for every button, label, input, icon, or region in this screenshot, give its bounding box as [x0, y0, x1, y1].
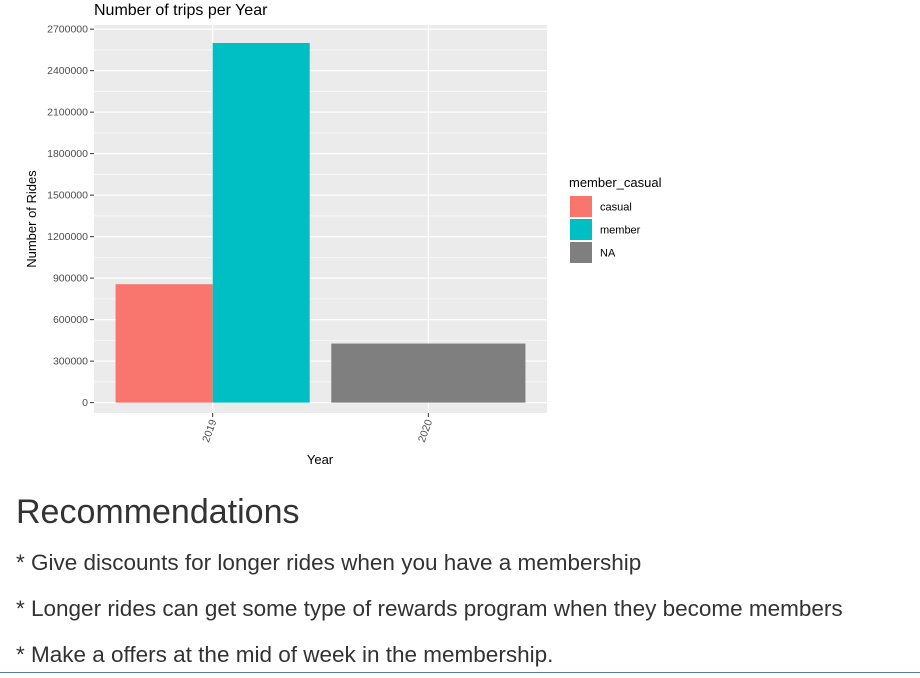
y-tick-label: 600000 — [53, 314, 88, 326]
y-tick-label: 1200000 — [47, 231, 88, 243]
bars — [115, 42, 526, 403]
y-tick-label: 2100000 — [47, 107, 88, 119]
recommendation-item: * Give discounts for longer rides when y… — [16, 550, 642, 575]
bar-casual-2019 — [115, 284, 213, 403]
legend-label-member: member — [600, 225, 641, 237]
y-tick-label: 300000 — [53, 356, 88, 368]
y-tick-label: 2700000 — [47, 24, 88, 36]
y-axis-label: Number of Rides — [24, 170, 39, 268]
y-axis: 0 300000 600000 900000 1200000 1500000 1800000… — [47, 24, 94, 409]
x-axis-label: Year — [307, 452, 334, 467]
bar-member-2019 — [212, 42, 310, 403]
x-axis: 2019 2020 — [200, 413, 435, 444]
trips-per-year-chart: 0 300000 600000 900000 1200000 1500000 1800000… — [24, 2, 662, 467]
y-tick-label: 1500000 — [47, 190, 88, 202]
recommendation-item: * Longer rides can get some type of rewa… — [16, 596, 843, 621]
legend-title: member_casual — [569, 175, 662, 190]
y-tick-label: 2400000 — [47, 65, 88, 77]
bar-NA-2020 — [331, 343, 526, 403]
recommendation-item: * Make a offers at the mid of week in th… — [16, 642, 554, 667]
legend-label-casual: casual — [600, 202, 632, 214]
recommendations-section: Recommendations * Give discounts for lon… — [16, 490, 916, 678]
legend-swatch-member — [570, 219, 592, 240]
chart-title: Number of trips per Year — [94, 2, 268, 19]
legend-label-NA: NA — [600, 248, 616, 260]
legend: member_casual casual member NA — [569, 175, 662, 263]
x-tick-label: 2019 — [200, 418, 219, 444]
y-tick-label: 1800000 — [47, 148, 88, 160]
y-tick-label: 0 — [82, 397, 88, 409]
recommendations-heading: Recommendations — [16, 493, 300, 531]
x-tick-label: 2020 — [416, 418, 435, 444]
bottom-divider — [0, 672, 920, 673]
legend-swatch-casual — [570, 196, 592, 217]
legend-swatch-NA — [570, 242, 592, 263]
y-tick-label: 900000 — [53, 273, 88, 285]
